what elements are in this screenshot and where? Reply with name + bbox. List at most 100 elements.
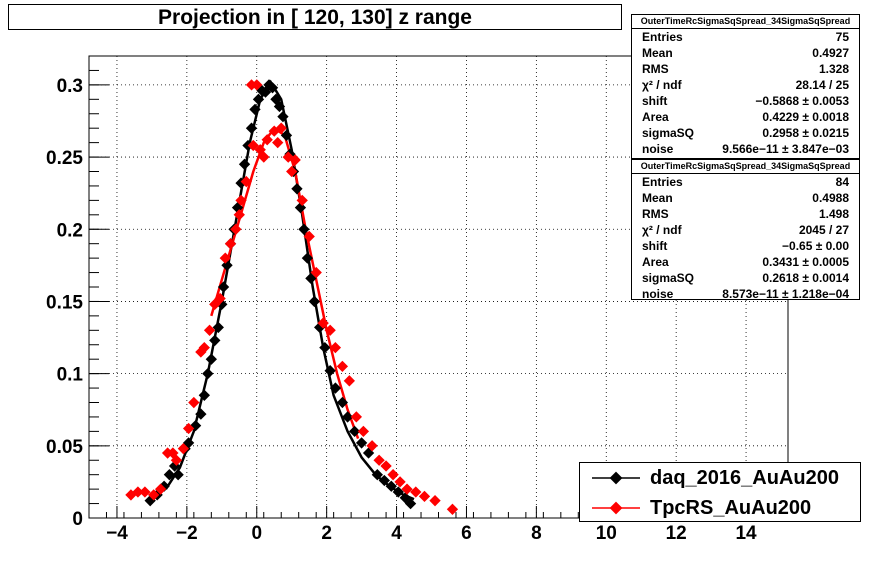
x-tick-label: 8 xyxy=(531,523,542,544)
stats-key: noise xyxy=(642,142,674,156)
stats-key: Entries xyxy=(642,30,683,44)
stats-row: shift −0.5868 ± 0.0053 xyxy=(632,93,859,109)
stats-value: 8.573e−11 ± 1.218e−04 xyxy=(722,287,849,301)
data-point-tpcrs xyxy=(177,443,190,455)
legend-label: TpcRS_AuAu200 xyxy=(650,497,812,519)
data-point-tpcrs xyxy=(350,411,363,423)
data-point-tpcrs xyxy=(387,469,399,481)
data-point-daq xyxy=(341,411,354,423)
data-point-daq xyxy=(378,474,391,487)
stats-value: 2045 / 27 xyxy=(798,223,849,237)
data-point-daq xyxy=(163,469,176,481)
fit-curve-daq xyxy=(164,79,415,501)
x-tick-label: −4 xyxy=(106,523,128,544)
data-point-daq xyxy=(212,321,224,334)
data-point-tpcrs xyxy=(410,486,422,498)
legend-marker-icon xyxy=(592,501,640,515)
legend-entry-tpcrs: TpcRS_AuAu200 xyxy=(580,493,860,523)
data-point-tpcrs xyxy=(324,324,336,336)
x-tick-label: 6 xyxy=(461,523,472,544)
data-point-tpcrs xyxy=(366,440,378,452)
legend: daq_2016_AuAu200 TpcRS_AuAu200 xyxy=(579,462,861,522)
data-point-daq xyxy=(319,341,331,354)
stats-value: 1.328 xyxy=(818,62,849,76)
y-tick-label: 0.05 xyxy=(46,437,83,458)
data-point-tpcrs xyxy=(132,486,144,498)
data-point-daq xyxy=(404,497,417,510)
stats-row: sigmaSQ 0.2958 ± 0.0215 xyxy=(632,125,859,141)
stats-key: Mean xyxy=(642,191,673,205)
data-point-daq xyxy=(301,252,314,264)
data-point-tpcrs xyxy=(198,341,210,354)
data-point-tpcrs xyxy=(336,360,349,373)
data-point-daq xyxy=(249,103,261,116)
stats-value: 0.4927 xyxy=(812,46,849,60)
data-point-daq xyxy=(245,122,258,134)
data-point-tpcrs xyxy=(401,483,413,495)
stats-row: χ² / ndf 28.14 / 25 xyxy=(632,77,859,93)
data-point-tpcrs xyxy=(329,341,342,354)
stats-row: shift −0.65 ± 0.00 xyxy=(632,238,859,254)
data-point-tpcrs xyxy=(373,454,385,466)
data-point-tpcrs xyxy=(343,375,356,387)
data-point-daq xyxy=(277,110,289,123)
stats-key: RMS xyxy=(642,207,669,221)
data-point-daq xyxy=(308,295,321,308)
x-tick-label: 12 xyxy=(666,523,687,544)
stats-key: shift xyxy=(642,94,668,108)
y-tick-labels: 0 0.05 0.1 0.15 0.2 0.25 0.3 xyxy=(46,76,83,530)
stats-key: shift xyxy=(642,239,668,253)
data-point-tpcrs xyxy=(357,425,370,438)
stats-row: Mean 0.4927 xyxy=(632,45,859,61)
stats-key: Area xyxy=(642,255,669,269)
stats-box-daq: OuterTimeRcSigmaSqSpread_34SigmaSqSpread… xyxy=(631,14,860,159)
stats-key: χ² / ndf xyxy=(642,223,682,237)
data-point-tpcrs xyxy=(139,486,151,498)
stats-row: sigmaSQ 0.2618 ± 0.0014 xyxy=(632,270,859,286)
data-point-daq xyxy=(348,425,361,438)
y-tick-label: 0.25 xyxy=(46,148,83,169)
x-tick-labels: −4 −2 0 2 4 6 8 10 12 14 xyxy=(106,523,757,544)
stats-value: 1.498 xyxy=(818,207,849,221)
chart-title: Projection in [ 120, 130] z range xyxy=(158,6,472,29)
stats-row: RMS 1.498 xyxy=(632,206,859,222)
data-point-daq xyxy=(355,437,368,449)
legend-marker-icon xyxy=(592,471,640,485)
data-point-tpcrs xyxy=(317,317,329,329)
data-point-daq xyxy=(291,183,303,195)
data-point-daq xyxy=(217,281,230,293)
data-point-tpcrs xyxy=(214,292,226,305)
stats-value: 0.4988 xyxy=(812,191,849,205)
stats-row: Entries 84 xyxy=(632,174,859,190)
data-point-tpcrs xyxy=(233,209,245,221)
stats-key: Mean xyxy=(642,46,673,60)
x-tick-label: 4 xyxy=(391,523,402,544)
stats-key: sigmaSQ xyxy=(642,126,695,140)
data-point-daq xyxy=(280,129,293,142)
x-tick-label: −2 xyxy=(176,523,198,544)
x-tick-label: 2 xyxy=(321,523,332,544)
y-tick-label: 0.15 xyxy=(46,292,83,313)
data-point-daq xyxy=(385,480,397,492)
data-point-tpcrs xyxy=(446,503,459,515)
stats-header: OuterTimeRcSigmaSqSpread_34SigmaSqSpread xyxy=(632,160,859,174)
data-point-daq xyxy=(202,367,214,380)
stats-value: 75 xyxy=(835,30,849,44)
stats-row: Area 0.4229 ± 0.0018 xyxy=(632,109,859,125)
data-point-tpcrs xyxy=(272,136,284,149)
data-point-tpcrs xyxy=(429,495,441,507)
stats-value: 0.3431 ± 0.0005 xyxy=(762,255,849,269)
x-tick-label: 0 xyxy=(251,523,262,544)
data-point-tpcrs xyxy=(394,476,406,488)
stats-value: 0.4229 ± 0.0018 xyxy=(762,110,849,124)
stats-row: χ² / ndf 2045 / 27 xyxy=(632,222,859,238)
data-point-daq xyxy=(336,396,349,409)
stats-row: Mean 0.4988 xyxy=(632,190,859,206)
stats-value: 0.2958 ± 0.0215 xyxy=(762,126,849,140)
stats-key: RMS xyxy=(642,62,669,76)
data-point-daq xyxy=(371,469,383,481)
data-point-daq xyxy=(205,353,217,365)
stats-key: noise xyxy=(642,287,674,301)
y-tick-label: 0.3 xyxy=(57,76,83,97)
